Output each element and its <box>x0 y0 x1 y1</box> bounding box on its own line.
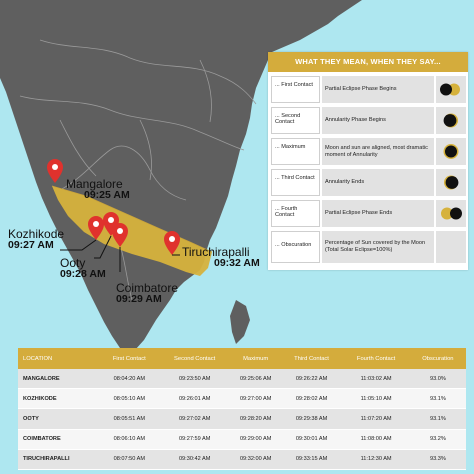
table-cell: 08:06:10 AM <box>99 429 159 450</box>
table-row: TIRUCHIRAPALLI 08:07:50 AM 09:30:42 AM 0… <box>18 449 466 470</box>
label-kozhikode: Kozhikode 09:27 AM <box>8 228 64 251</box>
legend-definition: Moon and sun are aligned, most dramatic … <box>322 138 434 165</box>
second-contact-icon <box>436 107 466 134</box>
eclipse-timings-table: LOCATION First Contact Second Contact Ma… <box>18 348 466 470</box>
table-cell: 93.1% <box>409 409 466 430</box>
legend-row: ... First Contact Partial Eclipse Phase … <box>268 76 468 103</box>
label-ooty: Ooty 09:28 AM <box>60 257 106 280</box>
max-time: 09:29 AM <box>116 293 162 305</box>
table-cell: 11:08:00 AM <box>342 429 410 450</box>
max-time: 09:27 AM <box>8 239 54 251</box>
column-header: Fourth Contact <box>342 348 410 369</box>
legend-term: ... Maximum <box>271 138 320 165</box>
table-cell: 09:26:01 AM <box>158 389 231 410</box>
annularity-path-edge <box>51 185 213 253</box>
legend-term: ... Third Contact <box>271 169 320 196</box>
table-header-row: LOCATION First Contact Second Contact Ma… <box>18 348 466 369</box>
table-cell: 08:05:10 AM <box>99 389 159 410</box>
max-time: 09:28 AM <box>60 268 106 280</box>
city-name: Coimbatore <box>116 281 179 295</box>
table-cell: 93.3% <box>409 449 466 470</box>
label-mangalore: Mangalore 09:25 AM <box>66 178 130 201</box>
city-name: Mangalore <box>66 177 123 191</box>
max-time: 09:32 AM <box>214 257 260 269</box>
table-cell: 09:32:00 AM <box>230 449 281 470</box>
legend-definition: Annularity Ends <box>322 169 434 196</box>
table-cell: COIMBATORE <box>18 429 100 450</box>
terms-legend: WHAT THEY MEAN, WHEN THEY SAY... ... Fir… <box>268 52 468 270</box>
label-tiruchirapalli: Tiruchirapalli 09:32 AM <box>182 246 260 269</box>
legend-term: ... Second Contact <box>271 107 320 134</box>
table-cell: 11:07:20 AM <box>342 409 410 430</box>
table-cell: 08:05:51 AM <box>99 409 159 430</box>
table-cell: 09:28:02 AM <box>280 389 343 410</box>
table-cell: 09:23:50 AM <box>158 369 231 390</box>
legend-row: ... Fourth Contact Partial Eclipse Phase… <box>268 200 468 227</box>
table-cell: 09:27:59 AM <box>158 429 231 450</box>
legend-definition: Partial Eclipse Phase Begins <box>322 76 434 103</box>
column-header: Obscuration <box>409 348 466 369</box>
legend-term: ... Obscuration <box>271 231 320 263</box>
pin-coimbatore <box>112 223 128 247</box>
table-row: OOTY 08:05:51 AM 09:27:02 AM 09:28:20 AM… <box>18 409 466 430</box>
legend-definition: Percentage of Sun covered by the Moon (T… <box>322 231 434 263</box>
table-cell: 11:03:02 AM <box>342 369 410 390</box>
legend-term: ... Fourth Contact <box>271 200 320 227</box>
legend-row: ... Maximum Moon and sun are aligned, mo… <box>268 138 468 165</box>
table-cell: KOZHIKODE <box>18 389 100 410</box>
label-coimbatore: Coimbatore 09:29 AM <box>116 282 178 305</box>
legend-row: ... Third Contact Annularity Ends <box>268 169 468 196</box>
table-row: KOZHIKODE 08:05:10 AM 09:26:01 AM 09:27:… <box>18 389 466 410</box>
table-cell: 93.2% <box>409 429 466 450</box>
legend-title: WHAT THEY MEAN, WHEN THEY SAY... <box>268 52 468 72</box>
table-cell: 11:12:30 AM <box>342 449 410 470</box>
table-cell: 09:26:22 AM <box>280 369 343 390</box>
legend-definition: Annularity Phase Begins <box>322 107 434 134</box>
table-cell: 09:27:02 AM <box>158 409 231 430</box>
third-contact-icon <box>436 169 466 196</box>
table-cell: TIRUCHIRAPALLI <box>18 449 100 470</box>
table-cell: 09:29:38 AM <box>280 409 343 430</box>
city-name: Tiruchirapalli <box>182 245 250 259</box>
column-header: Third Contact <box>280 348 343 369</box>
city-name: Kozhikode <box>8 227 65 241</box>
landmass <box>0 0 362 356</box>
table-row: MANGALORE 08:04:20 AM 09:23:50 AM 09:25:… <box>18 369 466 390</box>
column-header: Maximum <box>230 348 281 369</box>
table-cell: 09:25:06 AM <box>230 369 281 390</box>
table-cell: 09:33:15 AM <box>280 449 343 470</box>
table-row: COIMBATORE 08:06:10 AM 09:27:59 AM 09:29… <box>18 429 466 450</box>
table-cell: MANGALORE <box>18 369 100 390</box>
table-cell: 09:30:42 AM <box>158 449 231 470</box>
legend-definition: Partial Eclipse Phase Ends <box>322 200 434 227</box>
column-header: First Contact <box>99 348 159 369</box>
table-cell: 08:04:20 AM <box>99 369 159 390</box>
legend-term: ... First Contact <box>271 76 320 103</box>
legend-row: ... Second Contact Annularity Phase Begi… <box>268 107 468 134</box>
table-cell: OOTY <box>18 409 100 430</box>
table-cell: 09:30:01 AM <box>280 429 343 450</box>
legend-icon-empty <box>436 231 466 263</box>
pin-mangalore <box>47 159 63 183</box>
pin-tiruchirapalli <box>164 231 180 255</box>
island-landmass <box>230 300 250 344</box>
max-time: 09:25 AM <box>84 189 130 201</box>
maximum-icon <box>436 138 466 165</box>
column-header: LOCATION <box>18 348 100 369</box>
table-cell: 09:27:00 AM <box>230 389 281 410</box>
pin-kozhikode <box>88 216 104 240</box>
table-cell: 09:29:00 AM <box>230 429 281 450</box>
table-cell: 08:07:50 AM <box>99 449 159 470</box>
table-cell: 93.1% <box>409 389 466 410</box>
fourth-contact-icon <box>436 200 466 227</box>
table-cell: 11:05:10 AM <box>342 389 410 410</box>
leader-lines <box>60 235 180 272</box>
city-name: Ooty <box>60 256 86 270</box>
column-header: Second Contact <box>158 348 231 369</box>
table-cell: 09:28:20 AM <box>230 409 281 430</box>
legend-row: ... Obscuration Percentage of Sun covere… <box>268 231 468 263</box>
table-cell: 93.0% <box>409 369 466 390</box>
first-contact-icon <box>436 76 466 103</box>
